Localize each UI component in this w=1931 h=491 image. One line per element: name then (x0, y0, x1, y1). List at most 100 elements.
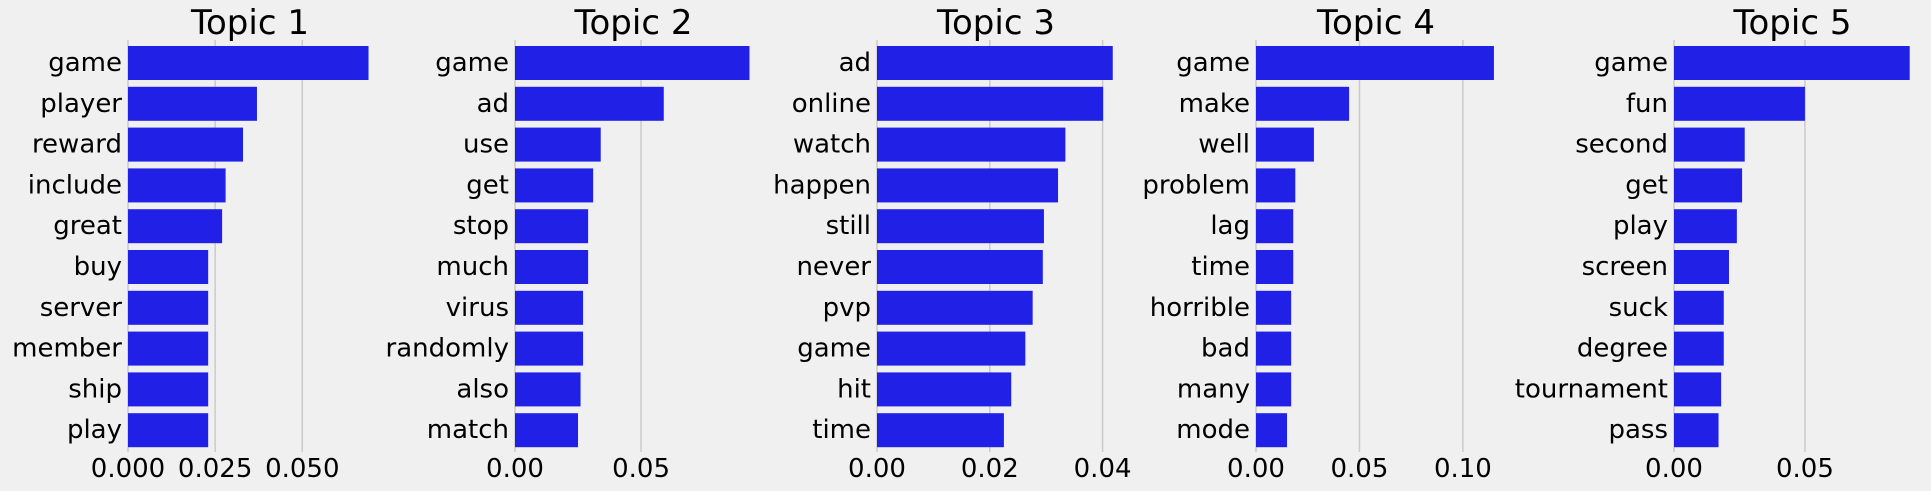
bar-still (877, 209, 1044, 244)
bar-lag (1256, 209, 1294, 244)
x-tick-label: 0.025 (178, 454, 252, 484)
chart-title: Topic 2 (574, 3, 693, 43)
bar-horrible (1256, 290, 1292, 325)
category-label: well (1198, 130, 1250, 160)
chart-panel-1: game player reward include great buy server mem… (12, 3, 369, 484)
x-tick-label: 0.10 (1434, 454, 1492, 484)
x-tick-label: 0.05 (612, 454, 670, 484)
bar-bad (1256, 331, 1292, 366)
bar-many (1256, 372, 1292, 407)
category-label: degree (1577, 334, 1668, 364)
bar-time (1256, 250, 1294, 284)
x-tick-label: 0.00 (1645, 454, 1703, 484)
category-label: game (1176, 48, 1250, 78)
bar-watch (877, 127, 1066, 162)
category-label: great (53, 211, 122, 241)
category-label: member (12, 334, 122, 364)
category-label: player (40, 89, 122, 119)
category-label: play (1613, 211, 1668, 241)
category-label: suck (1609, 293, 1668, 323)
bar-problem (1256, 168, 1296, 203)
category-label: time (1191, 252, 1250, 282)
category-label: also (456, 374, 509, 404)
category-label: online (792, 89, 871, 119)
chart-title: Topic 5 (1733, 3, 1852, 43)
category-label: much (436, 252, 509, 282)
chart-panel-5: game fun second get play screen suck degree tour… (1515, 3, 1910, 484)
category-label: time (812, 415, 871, 445)
category-label: ad (839, 48, 871, 78)
bar-server (128, 290, 209, 325)
bar-buy (128, 250, 209, 284)
category-label: watch (793, 130, 871, 160)
bar-game (1256, 46, 1494, 80)
bar-play (128, 413, 209, 448)
bar-ship (128, 372, 209, 407)
bar-never (877, 250, 1043, 284)
x-tick-label: 0.04 (1074, 454, 1132, 484)
bar-game (515, 46, 750, 80)
bar-happen (877, 168, 1059, 203)
chart-panel-3: ad online watch happen still never pvp game hit t… (773, 3, 1131, 484)
bar-online (877, 86, 1104, 121)
category-label: randomly (386, 334, 509, 364)
bar-member (128, 331, 209, 366)
category-label: happen (773, 170, 871, 200)
bar-player (128, 86, 257, 121)
chart-title: Topic 4 (1316, 3, 1435, 43)
x-tick-label: 0.02 (961, 454, 1019, 484)
bar-fun (1674, 86, 1805, 121)
category-label: fun (1626, 89, 1668, 119)
bar-stop (515, 209, 589, 244)
category-label: pvp (823, 293, 871, 323)
bar-ad (515, 86, 664, 121)
x-tick-label: 0.05 (1776, 454, 1834, 484)
category-label: mode (1176, 415, 1250, 445)
bar-much (515, 250, 589, 284)
category-label: ad (477, 89, 509, 119)
category-label: many (1177, 374, 1250, 404)
bar-reward (128, 127, 244, 162)
category-label: problem (1142, 170, 1250, 200)
bar-suck (1674, 290, 1724, 325)
bar-pass (1674, 413, 1719, 448)
bar-well (1256, 127, 1314, 162)
x-tick-label: 0.050 (265, 454, 339, 484)
category-label: use (463, 130, 509, 160)
category-label: horrible (1150, 293, 1250, 323)
category-label: make (1179, 89, 1250, 119)
chart-title: Topic 3 (936, 3, 1055, 43)
category-label: game (48, 48, 122, 78)
bar-hit (877, 372, 1012, 407)
bar-use (515, 127, 601, 162)
bar-virus (515, 290, 584, 325)
category-label: bad (1201, 334, 1250, 364)
bar-game (1674, 46, 1910, 80)
category-label: reward (32, 130, 122, 160)
bar-time (877, 413, 1004, 448)
category-label: play (67, 415, 122, 445)
category-label: never (796, 252, 871, 282)
category-label: pass (1608, 415, 1668, 445)
category-label: get (1625, 170, 1668, 200)
category-label: get (466, 170, 509, 200)
category-label: hit (837, 374, 871, 404)
bar-play (1674, 209, 1737, 244)
bar-pvp (877, 290, 1033, 325)
bar-mode (1256, 413, 1288, 448)
category-label: tournament (1515, 374, 1668, 404)
bar-get (515, 168, 594, 203)
chart-title: Topic 1 (190, 3, 309, 43)
bar-screen (1674, 250, 1729, 284)
bar-match (515, 413, 579, 448)
category-label: screen (1582, 252, 1668, 282)
x-tick-label: 0.00 (1227, 454, 1285, 484)
category-label: server (40, 293, 123, 323)
chart-panel-4: game make well problem lag time horrible bad man… (1142, 3, 1494, 484)
bar-tournament (1674, 372, 1722, 407)
category-label: second (1575, 130, 1668, 160)
bar-make (1256, 86, 1350, 121)
x-tick-label: 0.00 (848, 454, 906, 484)
bar-also (515, 372, 581, 407)
bar-ad (877, 46, 1113, 80)
